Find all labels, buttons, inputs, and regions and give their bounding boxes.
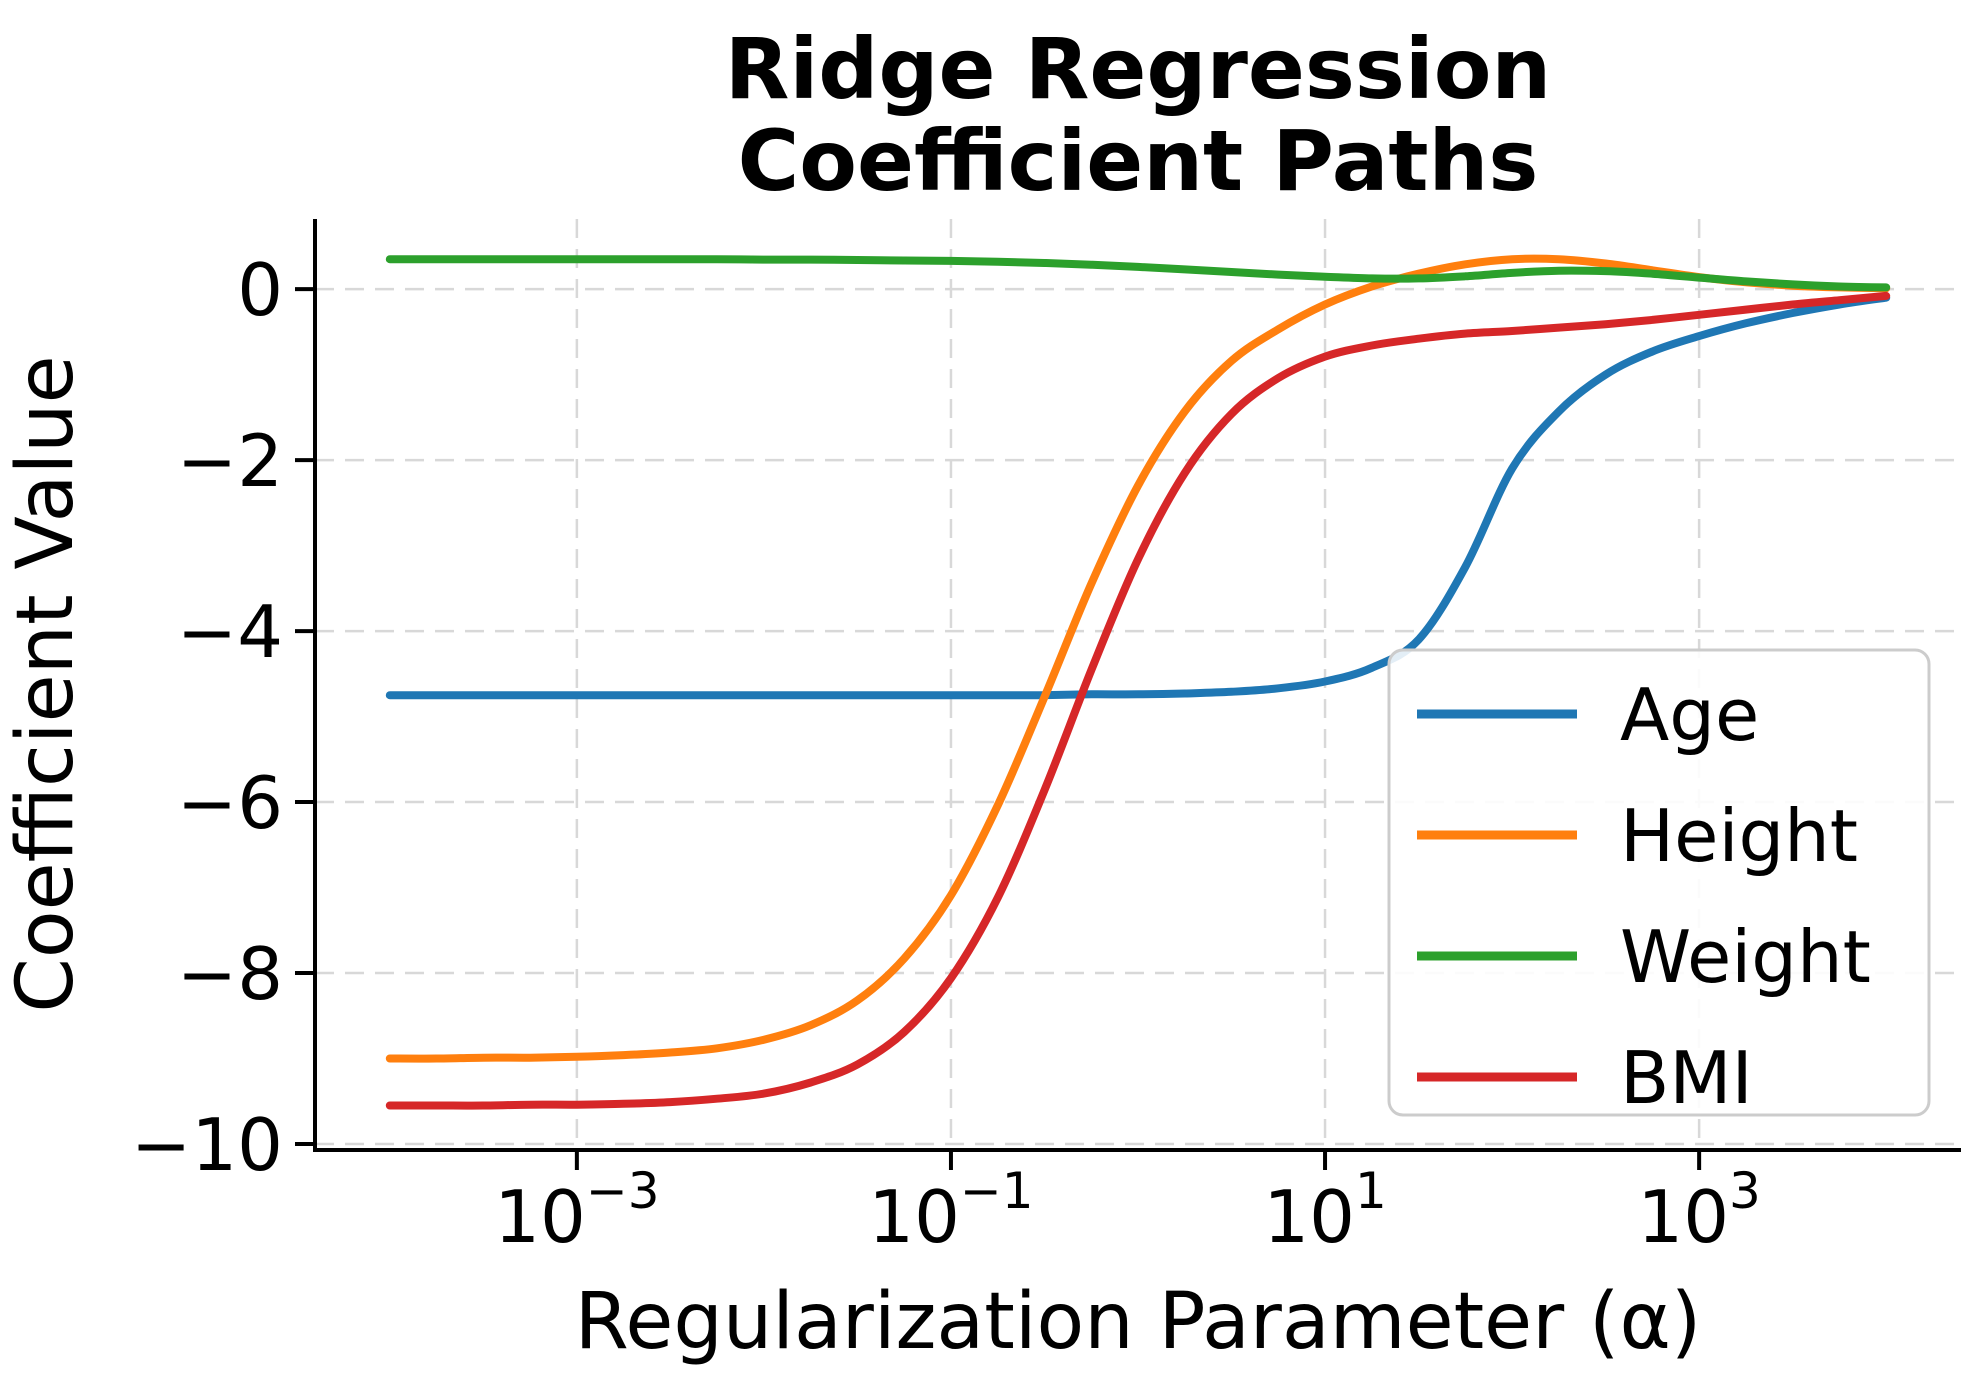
x-tick-label: 101 (1263, 1162, 1386, 1259)
y-tick-label: 0 (237, 248, 283, 332)
legend-item-height: Height (1417, 794, 1858, 878)
y-tick-label: −4 (177, 590, 283, 674)
grid-layer (315, 219, 1961, 1150)
legend-label-age: Age (1620, 673, 1759, 757)
series-line-weight (385, 255, 1891, 292)
y-tick-label: −10 (131, 1103, 283, 1187)
axes-spines (313, 219, 1961, 1152)
series-line-bmi (385, 291, 1891, 1110)
chart-title-line1: Ridge Regression (725, 20, 1551, 118)
y-tick-label: −6 (177, 761, 283, 845)
series-layer (385, 254, 1891, 1110)
legend: Age Height Weight BMI (1387, 648, 1931, 1120)
x-axis-label: Regularization Parameter (α) (575, 1277, 1702, 1367)
legend-box (1387, 648, 1931, 1117)
series-line-age (385, 293, 1891, 700)
legend-label-height: Height (1620, 794, 1858, 878)
legend-label-weight: Weight (1620, 915, 1871, 999)
y-axis-label: Coefficient Value (1, 355, 91, 1012)
legend-item-age: Age (1417, 673, 1759, 757)
x-tick-label: 10−1 (868, 1162, 1033, 1259)
x-tick-label: 10−3 (494, 1162, 659, 1259)
y-tick-label: −2 (177, 419, 283, 503)
legend-label-bmi: BMI (1620, 1036, 1753, 1120)
y-tick-label: −8 (177, 932, 283, 1016)
tick-layer: 0 −2 −4 −6 −8 −10 10−3 10−1 101 103 (131, 248, 1761, 1259)
legend-item-weight: Weight (1417, 915, 1871, 999)
chart-title-line2: Coefficient Paths (738, 112, 1539, 210)
legend-item-bmi: BMI (1417, 1036, 1753, 1120)
x-tick-label: 103 (1637, 1162, 1760, 1259)
series-line-height (385, 254, 1891, 1063)
